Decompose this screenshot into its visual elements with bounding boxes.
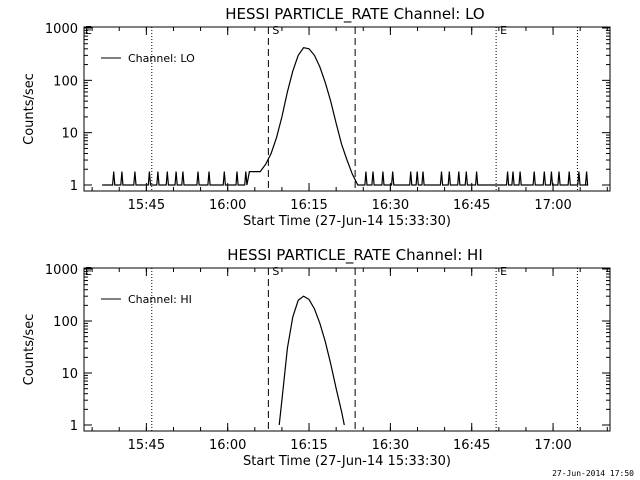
- x-tick-label: 17:00: [534, 198, 571, 213]
- series-line: [102, 47, 589, 186]
- x-axis-label: Start Time (27-Jun-14 15:33:30): [243, 214, 451, 229]
- x-tick-label: 16:00: [209, 438, 246, 453]
- y-tick-label: 10: [61, 367, 78, 382]
- legend-label: Channel: HI: [128, 293, 192, 306]
- marker-label: E: [500, 265, 507, 278]
- x-tick-label: 16:45: [453, 438, 490, 453]
- legend-label: Channel: LO: [128, 52, 195, 65]
- y-axis-label: Counts/sec: [22, 314, 37, 386]
- x-tick-label: 15:45: [128, 198, 165, 213]
- plot-frame: [83, 26, 611, 192]
- y-tick-label: 1: [70, 179, 78, 194]
- y-axis-label: Counts/sec: [22, 73, 37, 145]
- x-tick-label: 15:45: [128, 438, 165, 453]
- y-tick-label: 1000: [45, 22, 78, 37]
- y-tick-label: 100: [53, 74, 78, 89]
- series-line: [278, 295, 345, 426]
- marker-label: S: [272, 24, 279, 37]
- x-axis-label: Start Time (27-Jun-14 15:33:30): [243, 454, 451, 469]
- y-tick-label: 10: [61, 127, 78, 142]
- x-tick-label: 16:15: [290, 198, 327, 213]
- y-tick-label: 1: [70, 419, 78, 434]
- footer-timestamp: 27-Jun-2014 17:50: [552, 469, 634, 478]
- corner-marker: E: [85, 265, 92, 278]
- marker-label: E: [500, 24, 507, 37]
- x-tick-label: 16:30: [372, 198, 409, 213]
- corner-marker: E: [85, 24, 92, 37]
- plot-title: HESSI PARTICLE_RATE Channel: HI: [227, 246, 483, 265]
- x-tick-label: 16:15: [290, 438, 327, 453]
- marker-label: S: [272, 265, 279, 278]
- x-tick-label: 16:00: [209, 198, 246, 213]
- plot-frame: [83, 267, 611, 432]
- plot-title: HESSI PARTICLE_RATE Channel: LO: [225, 5, 484, 24]
- x-tick-label: 16:30: [372, 438, 409, 453]
- y-tick-label: 100: [53, 315, 78, 330]
- x-tick-label: 17:00: [534, 438, 571, 453]
- y-tick-label: 1000: [45, 263, 78, 278]
- x-tick-label: 16:45: [453, 198, 490, 213]
